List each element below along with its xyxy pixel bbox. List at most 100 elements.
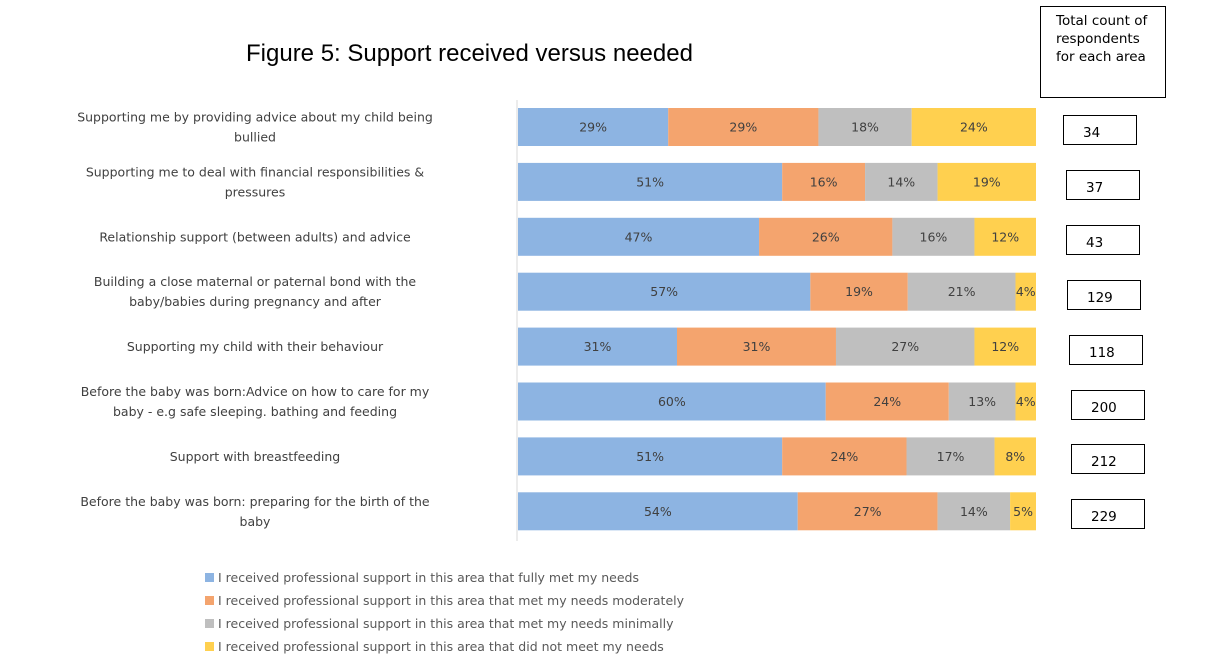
bar-segment xyxy=(810,272,908,311)
count-box: 212 xyxy=(1071,444,1145,475)
total-count-header-line: Total count of xyxy=(1056,13,1148,29)
bar-segment xyxy=(1015,382,1036,421)
data-label: 29% xyxy=(579,120,607,135)
legend: I received professional support in this … xyxy=(205,566,684,658)
bar-segment xyxy=(974,217,1036,256)
legend-item: I received professional support in this … xyxy=(205,566,684,589)
bar-segment xyxy=(948,382,1016,421)
data-label: 54% xyxy=(644,504,672,519)
category-tick-label: Before the baby was born: preparing for … xyxy=(80,494,430,509)
bar-segment xyxy=(835,327,975,366)
data-label: 19% xyxy=(973,174,1001,189)
count-box: 43 xyxy=(1066,224,1140,255)
data-label: 16% xyxy=(810,174,838,189)
legend-swatch xyxy=(205,642,214,651)
bar-segment xyxy=(782,162,866,201)
bar-segment xyxy=(759,217,893,256)
category-tick-label: baby/babies during pregnancy and after xyxy=(129,294,382,309)
legend-item: I received professional support in this … xyxy=(205,612,684,635)
bar-segment xyxy=(668,108,819,146)
data-label: 19% xyxy=(845,284,873,299)
count-box: 129 xyxy=(1067,279,1141,310)
data-label: 4% xyxy=(1016,284,1036,299)
bar-segment xyxy=(937,162,1036,201)
bar-segment xyxy=(994,437,1036,476)
category-tick-label: Building a close maternal or paternal bo… xyxy=(94,274,416,289)
data-label: 27% xyxy=(891,339,919,354)
bar-segment xyxy=(797,492,938,531)
data-label: 51% xyxy=(636,449,664,464)
bar-segment xyxy=(518,382,826,421)
data-label: 27% xyxy=(854,504,882,519)
bar-segment xyxy=(676,327,836,366)
count-box: 34 xyxy=(1063,115,1137,145)
total-count-header-line: for each area xyxy=(1056,49,1146,65)
bar-segment xyxy=(818,108,912,146)
data-label: 12% xyxy=(991,229,1019,244)
category-tick-label: Supporting me by providing advice about … xyxy=(77,110,433,125)
category-labels: Supporting me by providing advice about … xyxy=(77,110,433,529)
bar-segment xyxy=(518,437,783,476)
bar-segment xyxy=(518,217,760,256)
count-box: 37 xyxy=(1066,169,1140,200)
legend-swatch xyxy=(205,573,214,582)
chart-title: Figure 5: Support received versus needed xyxy=(246,40,693,67)
data-label: 24% xyxy=(960,120,988,135)
bar-segment xyxy=(937,492,1011,531)
data-label: 60% xyxy=(658,394,686,409)
bar-segment xyxy=(518,162,783,201)
data-label: 13% xyxy=(968,394,996,409)
data-label: 31% xyxy=(584,339,612,354)
category-tick-label: Relationship support (between adults) an… xyxy=(99,229,411,244)
stacked-bar-chart: 29% 29% 18% 24% 51% 16% 14% 19% 47% 26% 16% 12% 57% 1… xyxy=(77,100,1036,541)
bar-segment xyxy=(907,272,1016,311)
category-tick-label: Supporting my child with their behaviour xyxy=(127,339,384,354)
legend-label: I received professional support in this … xyxy=(218,615,674,631)
data-label: 31% xyxy=(743,339,771,354)
data-label: 29% xyxy=(729,120,757,135)
total-count-header-box: Total count of respondents for each area xyxy=(1040,6,1166,98)
bar-segment xyxy=(782,437,907,476)
bar-segment xyxy=(1010,492,1036,531)
data-label: 47% xyxy=(625,229,653,244)
bar-segment xyxy=(825,382,949,421)
data-label: 57% xyxy=(650,284,678,299)
category-tick-label: Before the baby was born:Advice on how t… xyxy=(81,384,430,399)
category-tick-label: bullied xyxy=(234,130,276,145)
category-tick-label: pressures xyxy=(225,184,286,199)
bar-segment xyxy=(518,327,677,366)
category-tick-label: Supporting me to deal with financial res… xyxy=(86,164,425,179)
data-label: 5% xyxy=(1013,504,1033,519)
legend-item: I received professional support in this … xyxy=(205,589,684,612)
bar-segment xyxy=(892,217,975,256)
data-label: 21% xyxy=(948,284,976,299)
bar-segment xyxy=(518,108,669,146)
legend-swatch xyxy=(205,596,214,605)
data-label: 12% xyxy=(991,339,1019,354)
bars-layer: 29% 29% 18% 24% 51% 16% 14% 19% 47% 26% 16% 12% 57% 1… xyxy=(518,108,1036,531)
count-box: 229 xyxy=(1071,499,1145,530)
category-tick-label: Support with breastfeeding xyxy=(170,449,341,464)
data-label: 8% xyxy=(1005,449,1025,464)
data-label: 26% xyxy=(812,229,840,244)
bar-segment xyxy=(518,492,798,531)
category-tick-label: baby - e.g safe sleeping. bathing and fe… xyxy=(113,404,397,419)
bar-segment xyxy=(518,272,811,311)
legend-label: I received professional support in this … xyxy=(218,569,639,585)
legend-label: I received professional support in this … xyxy=(218,592,685,608)
total-count-header-line: respondents xyxy=(1056,31,1140,47)
count-box: 200 xyxy=(1071,389,1145,420)
bar-segment xyxy=(911,108,1036,146)
legend-item: I received professional support in this … xyxy=(205,635,684,658)
bar-segment xyxy=(906,437,995,476)
data-label: 14% xyxy=(887,174,915,189)
data-label: 51% xyxy=(636,174,664,189)
data-label: 18% xyxy=(851,120,879,135)
data-label: 24% xyxy=(873,394,901,409)
data-label: 24% xyxy=(830,449,858,464)
data-label: 17% xyxy=(937,449,965,464)
bar-segment xyxy=(1015,272,1036,311)
count-box: 118 xyxy=(1069,334,1143,365)
category-tick-label: baby xyxy=(240,514,272,529)
data-label: 16% xyxy=(920,229,948,244)
